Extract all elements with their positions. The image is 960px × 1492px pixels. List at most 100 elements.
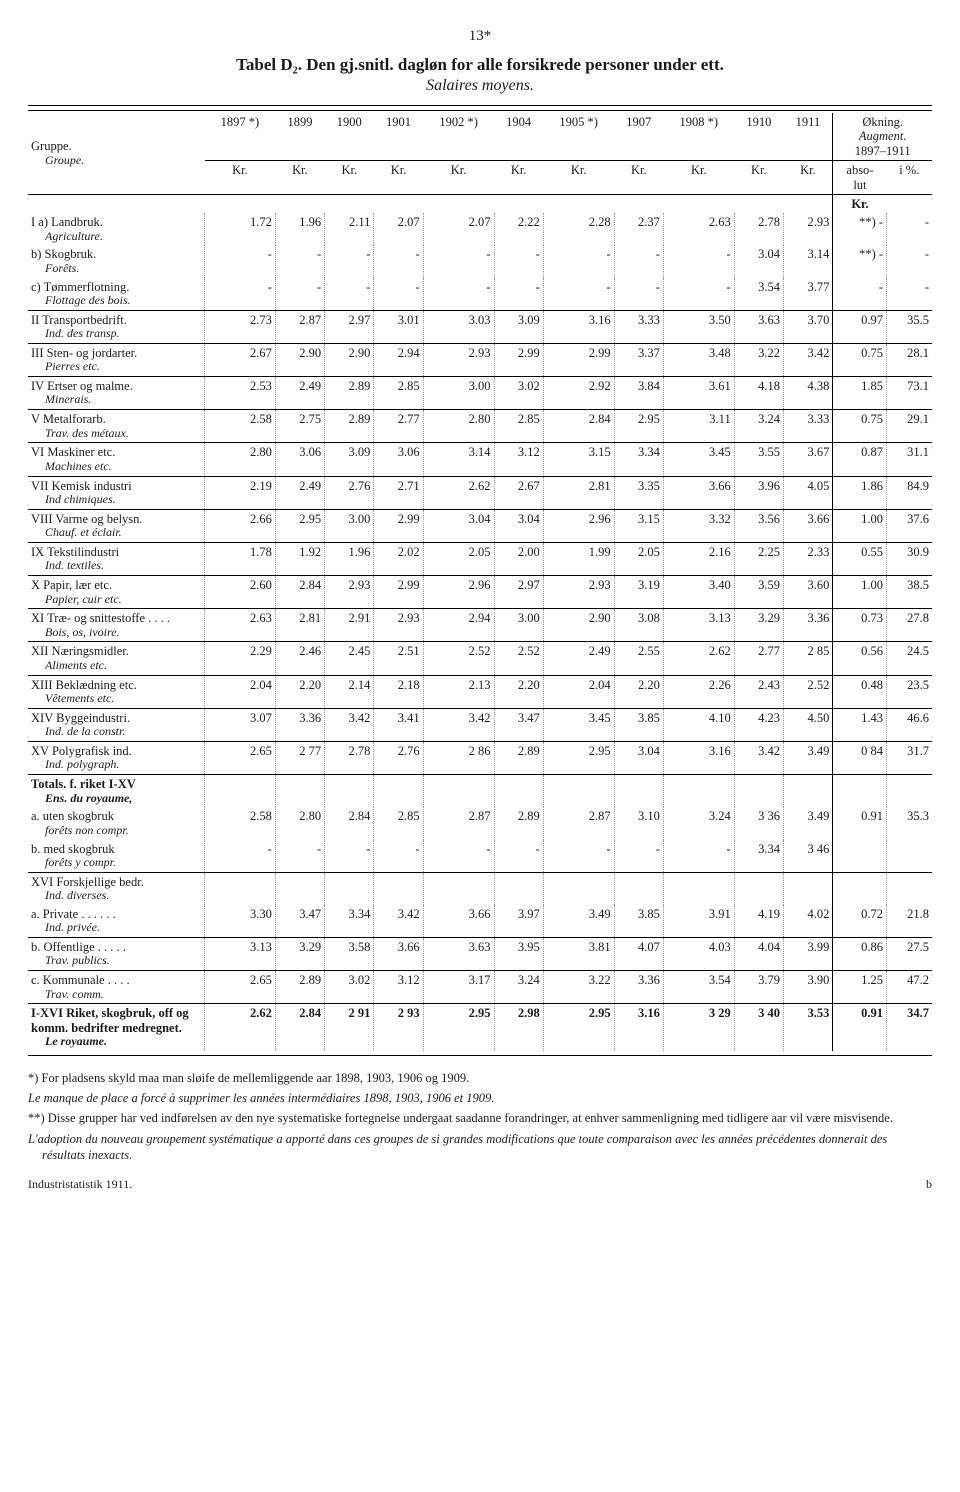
- row-label: VI Maskiner etc.Machines etc.: [28, 443, 205, 476]
- cell: 3.22: [734, 343, 783, 376]
- cell: 2.89: [325, 377, 374, 410]
- cell: 3.13: [205, 938, 276, 971]
- cell: 1.99: [543, 542, 614, 575]
- row-label: c. Kommunale . . . .Trav. comm.: [28, 971, 205, 1004]
- row-label: XI Træ- og snittestoffe . . . .Bois, os,…: [28, 609, 205, 642]
- table-row: XIII Beklædning etc.Vêtements etc.2.042.…: [28, 675, 932, 708]
- cell: 2.90: [325, 343, 374, 376]
- cell-abs: 0 84: [833, 742, 887, 775]
- cell: -: [494, 840, 543, 873]
- cell-pct: [887, 840, 932, 873]
- cell: 3.16: [614, 1004, 663, 1051]
- footnotes: *) For pladsens skyld maa man sløife de …: [28, 1070, 932, 1163]
- year-col: 1908 *): [663, 113, 734, 161]
- row-label: VII Kemisk industriInd chimiques.: [28, 476, 205, 509]
- cell: 2.16: [663, 542, 734, 575]
- cell: 3.19: [614, 576, 663, 609]
- cell: -: [205, 278, 276, 311]
- year-col: 1907: [614, 113, 663, 161]
- unit: Kr.: [543, 161, 614, 195]
- cell: 2.52: [494, 642, 543, 675]
- cell: 3.40: [663, 576, 734, 609]
- cell: 3.90: [784, 971, 833, 1004]
- cell: 3.61: [663, 377, 734, 410]
- cell: -: [494, 278, 543, 311]
- table-row: b) Skogbruk.Forêts.---------3.043.14**) …: [28, 245, 932, 277]
- cell: 2.93: [423, 343, 494, 376]
- cell-pct: 31.1: [887, 443, 932, 476]
- cell: 3.79: [734, 971, 783, 1004]
- cell: 2.84: [275, 1004, 324, 1051]
- footnote-a-it: Le manque de place a forcé à supprimer l…: [28, 1091, 494, 1105]
- cell: [734, 872, 783, 905]
- table-row: c. Kommunale . . . .Trav. comm.2.652.893…: [28, 971, 932, 1004]
- cell: 3.06: [275, 443, 324, 476]
- cell: 3.41: [374, 708, 423, 741]
- cell: 3.59: [734, 576, 783, 609]
- cell: 3.13: [663, 609, 734, 642]
- cell: 2.33: [784, 542, 833, 575]
- cell: -: [614, 840, 663, 873]
- cell-abs: [833, 872, 887, 905]
- cell: [543, 872, 614, 905]
- cell: -: [614, 278, 663, 311]
- cell: 2.63: [205, 609, 276, 642]
- cell: 3 40: [734, 1004, 783, 1051]
- cell: -: [374, 840, 423, 873]
- cell: 3.53: [784, 1004, 833, 1051]
- table-row: b. Offentlige . . . . .Trav. publics.3.1…: [28, 938, 932, 971]
- table-title: Tabel D₂. Den gj.snitl. dagløn for alle …: [28, 55, 932, 75]
- cell: -: [275, 245, 324, 277]
- cell: 3.56: [734, 509, 783, 542]
- cell: 4.03: [663, 938, 734, 971]
- cell: 2.04: [205, 675, 276, 708]
- cell: -: [325, 840, 374, 873]
- cell: 4.38: [784, 377, 833, 410]
- cell: 3.91: [663, 905, 734, 938]
- cell: 2.84: [275, 576, 324, 609]
- row-label: b. med skogbrukforêts y compr.: [28, 840, 205, 873]
- cell: 2.11: [325, 213, 374, 245]
- cell: -: [543, 840, 614, 873]
- unit: Kr.: [423, 161, 494, 195]
- cell: 4.04: [734, 938, 783, 971]
- cell-pct: 29.1: [887, 410, 932, 443]
- unit: Kr.: [734, 161, 783, 195]
- cell: 3.11: [663, 410, 734, 443]
- cell: 2.89: [325, 410, 374, 443]
- row-label: III Sten- og jordarter.Pierres etc.: [28, 343, 205, 376]
- cell: 2.60: [205, 576, 276, 609]
- cell: 2.94: [374, 343, 423, 376]
- cell: 2.91: [325, 609, 374, 642]
- cell: 2.51: [374, 642, 423, 675]
- row-label: XV Polygrafisk ind.Ind. polygraph.: [28, 742, 205, 775]
- cell: 2.20: [275, 675, 324, 708]
- aug-sub: Augment.: [859, 129, 907, 143]
- cell: 3.06: [374, 443, 423, 476]
- cell: 3.36: [275, 708, 324, 741]
- cell: -: [614, 245, 663, 277]
- cell: 3.32: [663, 509, 734, 542]
- cell-pct: 34.7: [887, 1004, 932, 1051]
- cell: -: [374, 245, 423, 277]
- cell: 2.81: [543, 476, 614, 509]
- cell: 2.77: [734, 642, 783, 675]
- row-label: I a) Landbruk.Agriculture.: [28, 213, 205, 245]
- cell: [325, 872, 374, 905]
- cell: [784, 872, 833, 905]
- cell: 2.93: [784, 213, 833, 245]
- cell: 2.96: [423, 576, 494, 609]
- cell: 3.15: [614, 509, 663, 542]
- cell: 2.95: [275, 509, 324, 542]
- cell-pct: 38.5: [887, 576, 932, 609]
- cell: 2.76: [325, 476, 374, 509]
- cell: 2.13: [423, 675, 494, 708]
- cell-abs: 1.43: [833, 708, 887, 741]
- cell: 3.22: [543, 971, 614, 1004]
- row-label: V Metalforarb.Trav. des métaux.: [28, 410, 205, 443]
- table-row: Totals. f. riket I-XVEns. du royaume,: [28, 775, 932, 808]
- foot-left: Industristatistik 1911.: [28, 1177, 132, 1192]
- cell: 2.97: [494, 576, 543, 609]
- cell-abs: 0.86: [833, 938, 887, 971]
- cell: -: [275, 278, 324, 311]
